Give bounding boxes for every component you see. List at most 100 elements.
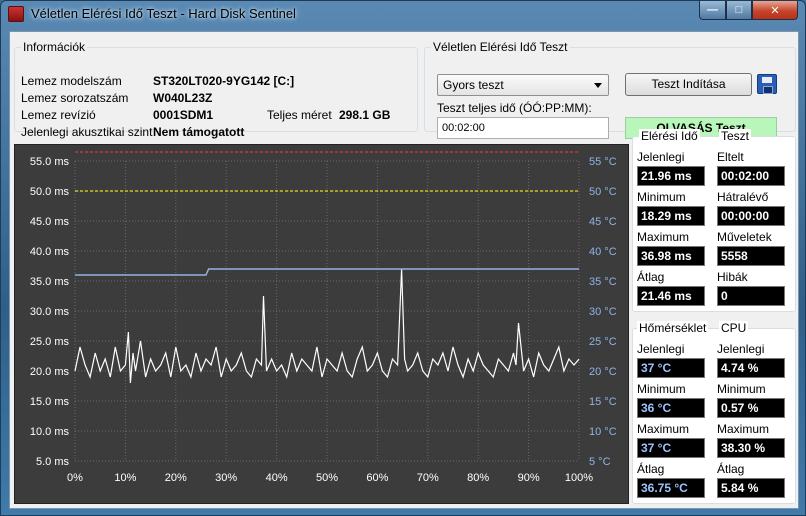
temp-header: Hőmérséklet (637, 321, 709, 335)
revision-row: Lemez revízió 0001SDM1 Teljes méret 298.… (21, 108, 416, 124)
temp-avg-label: Átlag (637, 462, 665, 476)
access-avg-value: 21.46 ms (637, 286, 705, 306)
info-legend: Információk (23, 40, 86, 54)
access-min-value: 18.29 ms (637, 206, 705, 226)
x-tick-label: 20% (165, 472, 187, 484)
errors-value: 0 (717, 286, 785, 306)
test-mode-select[interactable]: Gyors teszt (437, 74, 609, 96)
acoustic-label: Jelenlegi akusztikai szint (21, 125, 153, 139)
y-tick-label-left: 5.0 ms (36, 456, 70, 468)
temp-min-label: Minimum (637, 382, 686, 396)
chart-svg: 55.0 ms 55 °C 50.0 ms 50 °C 45.0 ms 45 °C 40.0… (30, 151, 617, 484)
y-tick-label-left: 15.0 ms (30, 396, 70, 408)
x-tick-label: 50% (316, 472, 338, 484)
temp-current-value: 37 °C (637, 358, 705, 378)
client-area: Információk Lemez modelszám ST320LT020-9… (9, 31, 799, 509)
size-label: Teljes méret (267, 108, 332, 122)
ops-label: Műveletek (717, 230, 772, 244)
y-tick-label-right: 35 °C (589, 276, 617, 288)
start-test-button[interactable]: Teszt Indítása (625, 73, 752, 96)
y-tick-label-right: 30 °C (589, 306, 617, 318)
close-button[interactable]: ✕ (752, 1, 798, 20)
serial-value: W040L23Z (153, 91, 213, 105)
revision-label: Lemez revízió (21, 108, 96, 122)
y-tick-label-left: 50.0 ms (30, 186, 70, 198)
y-tick-label-left: 45.0 ms (30, 216, 70, 228)
duration-label: Teszt teljes idő (ÓÓ:PP:MM): (437, 101, 592, 115)
size-value: 298.1 GB (339, 108, 391, 122)
cpu-header: CPU (719, 321, 749, 335)
acoustic-value: Nem támogatott (153, 125, 245, 139)
temp-max-label: Maximum (637, 422, 690, 436)
access-min-label: Minimum (637, 190, 686, 204)
maximize-button[interactable]: □ (726, 1, 752, 20)
access-time-graph: 55.0 ms 55 °C 50.0 ms 50 °C 45.0 ms 45 °C 40.0… (14, 144, 629, 504)
x-tick-label: 90% (518, 472, 540, 484)
y-tick-label-right: 40 °C (589, 246, 617, 258)
model-label: Lemez modelszám (21, 74, 122, 88)
cpu-min-label: Minimum (717, 382, 766, 396)
y-tick-label-right: 55 °C (589, 156, 617, 168)
access-max-value: 36.98 ms (637, 246, 705, 266)
x-tick-label: 0% (67, 472, 83, 484)
access-test-panel: Elérési Idő Jelenlegi 21.96 ms Minimum 1… (632, 129, 796, 312)
elapsed-label: Eltelt (717, 150, 744, 164)
window-title: Véletlen Elérési Idő Teszt - Hard Disk S… (31, 6, 296, 21)
temp-avg-value: 36.75 °C (637, 478, 705, 498)
cpu-max-value: 38.30 % (717, 438, 785, 458)
temperature-series-line (75, 268, 579, 276)
x-tick-label: 100% (565, 472, 593, 484)
model-value: ST320LT020-9YG142 [C:] (153, 74, 295, 88)
y-tick-label-left: 30.0 ms (30, 306, 70, 318)
revision-value: 0001SDM1 (153, 108, 214, 122)
cpu-min-value: 0.57 % (717, 398, 785, 418)
y-tick-label-left: 55.0 ms (30, 156, 70, 168)
temp-current-label: Jelenlegi (637, 342, 685, 356)
cpu-avg-label: Átlag (717, 462, 745, 476)
temp-min-value: 36 °C (637, 398, 705, 418)
y-tick-label-left: 25.0 ms (30, 336, 70, 348)
cpu-max-label: Maximum (717, 422, 770, 436)
duration-input[interactable] (437, 117, 609, 139)
test-group: Véletlen Elérési Idő Teszt Gyors teszt T… (424, 40, 796, 139)
info-group: Információk Lemez modelszám ST320LT020-9… (14, 40, 418, 139)
test-legend: Véletlen Elérési Idő Teszt (433, 40, 568, 54)
y-tick-label-left: 40.0 ms (30, 246, 70, 258)
access-header: Elérési Idő (639, 129, 700, 143)
y-tick-label-right: 5 °C (589, 456, 611, 468)
y-tick-label-right: 50 °C (589, 186, 617, 198)
y-tick-label-right: 15 °C (589, 396, 617, 408)
title-bar[interactable]: Véletlen Elérési Idő Teszt - Hard Disk S… (1, 1, 805, 27)
cpu-avg-value: 5.84 % (717, 478, 785, 498)
cpu-current-label: Jelenlegi (717, 342, 765, 356)
dropdown-arrow-icon (594, 83, 602, 88)
y-tick-label-left: 20.0 ms (30, 366, 70, 378)
x-tick-label: 30% (215, 472, 237, 484)
remaining-label: Hátralévő (717, 190, 769, 204)
y-tick-label-left: 10.0 ms (30, 426, 70, 438)
access-max-label: Maximum (637, 230, 690, 244)
y-tick-label-left: 35.0 ms (30, 276, 70, 288)
access-current-value: 21.96 ms (637, 166, 705, 186)
elapsed-value: 00:02:00 (717, 166, 785, 186)
x-tick-label: 80% (467, 472, 489, 484)
test-mode-value: Gyors teszt (443, 78, 504, 92)
x-tick-label: 40% (266, 472, 288, 484)
stats-area: Elérési Idő Jelenlegi 21.96 ms Minimum 1… (632, 129, 796, 506)
y-tick-label-right: 25 °C (589, 336, 617, 348)
ops-value: 5558 (717, 246, 785, 266)
save-icon[interactable] (757, 74, 777, 94)
y-tick-label-right: 10 °C (589, 426, 617, 438)
serial-label: Lemez sorozatszám (21, 91, 129, 105)
cpu-current-value: 4.74 % (717, 358, 785, 378)
temp-cpu-panel: Hőmérséklet Jelenlegi 37 °C Minimum 36 °… (632, 321, 796, 504)
minimize-button[interactable]: — (699, 1, 726, 20)
access-current-label: Jelenlegi (637, 150, 685, 164)
y-tick-label-right: 20 °C (589, 366, 617, 378)
test-header: Teszt (719, 129, 752, 143)
y-tick-label-right: 45 °C (589, 216, 617, 228)
temp-max-value: 37 °C (637, 438, 705, 458)
access-avg-label: Átlag (637, 270, 665, 284)
errors-label: Hibák (717, 270, 748, 284)
